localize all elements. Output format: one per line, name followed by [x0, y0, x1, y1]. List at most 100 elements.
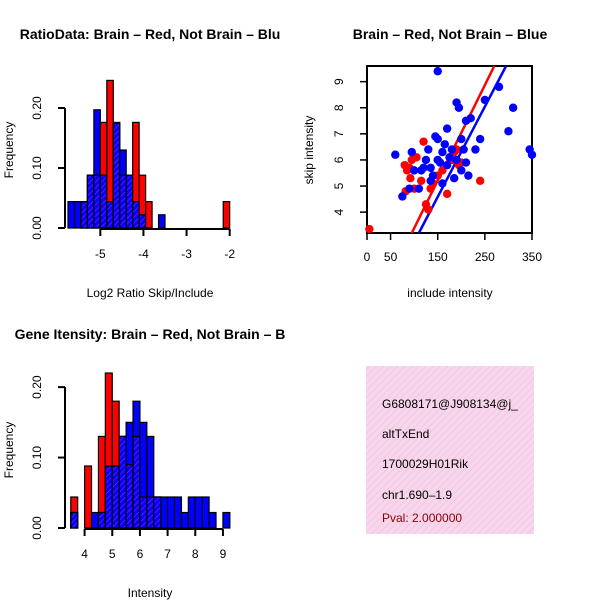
scatter-y-tick-label: 7 — [332, 130, 346, 137]
scatter-point-not-brain — [391, 150, 400, 159]
intensity-bar-not-brain — [173, 496, 183, 529]
scatter-point-not-brain — [459, 145, 468, 154]
scatter-point-not-brain — [433, 155, 442, 165]
ratio-bar-brain — [145, 201, 153, 229]
scatter-point-not-brain — [398, 192, 407, 201]
scatter-point-not-brain — [442, 124, 452, 133]
intensity-y-tick-label: 0.20 — [30, 375, 44, 399]
info-gene-name: 1700029H01Rik — [382, 457, 469, 471]
ratio-y-tick-label: 0.00 — [30, 216, 44, 240]
scatter-title: Brain – Red, Not Brain – Blue — [353, 26, 548, 42]
ratio-bar-overlap — [112, 122, 121, 229]
scatter-x-tick-label: 0 — [364, 250, 371, 264]
ratio-histogram-title: RatioData: Brain – Red, Not Brain – Blu — [20, 26, 281, 42]
scatter-point-not-brain — [494, 82, 504, 92]
ratio-y-tick-label: 0.10 — [30, 156, 44, 180]
scatter-y-tick-label: 4 — [332, 208, 346, 215]
intensity-histogram-xlabel: Intensity — [128, 586, 173, 600]
intensity-bar-overlap — [111, 465, 120, 529]
ratio-x-tick-label: -2 — [224, 247, 235, 261]
scatter-point-not-brain — [464, 171, 473, 180]
intensity-x-tick-label: 6 — [137, 547, 144, 561]
ratio-histogram-ylabel: Frequency — [2, 122, 16, 179]
scatter-point-not-brain — [452, 155, 461, 165]
ratio-bar-not-brain — [157, 214, 166, 229]
intensity-bar-not-brain — [201, 496, 210, 529]
intensity-bar-not-brain — [160, 496, 169, 529]
scatter-y-tick-label: 6 — [332, 156, 346, 163]
intensity-bar-not-brain — [222, 511, 231, 529]
intensity-bar-brain — [83, 465, 93, 529]
scatter-point-not-brain — [438, 179, 447, 188]
intensity-bar-overlap — [118, 435, 127, 529]
scatter-point-brain — [424, 205, 433, 214]
intensity-bar-not-brain — [194, 496, 203, 529]
scatter-point-brain — [442, 189, 452, 199]
intensity-bar-not-brain — [208, 511, 217, 529]
scatter-y-tick-label: 5 — [332, 182, 346, 189]
scatter-panel: Brain – Red, Not Brain – Blue include in… — [302, 26, 547, 300]
intensity-histogram-ylabel: Frequency — [2, 422, 16, 479]
info-event-type: altTxEnd — [382, 427, 429, 441]
scatter-point-not-brain — [447, 145, 457, 154]
intensity-bar-overlap — [70, 511, 79, 529]
scatter-point-not-brain — [471, 145, 480, 154]
scatter-x-tick-label: 350 — [522, 250, 542, 264]
scatter-point-not-brain — [409, 166, 419, 175]
ratio-histogram-bars — [67, 79, 231, 229]
ratio-bar-brain — [222, 201, 231, 229]
scatter-point-brain — [406, 174, 415, 183]
intensity-bar-not-brain — [90, 511, 100, 529]
scatter-xlabel: include intensity — [407, 286, 492, 300]
scatter-point-not-brain — [461, 158, 471, 167]
scatter-y-tick-label: 9 — [332, 78, 346, 85]
scatter-points — [365, 67, 537, 234]
scatter-point-not-brain — [450, 174, 459, 183]
intensity-bar-overlap — [153, 496, 162, 529]
ratio-bar-overlap — [99, 174, 108, 229]
scatter-x-tick-label: 250 — [475, 250, 495, 264]
intensity-histogram-title: Gene Itensity: Brain – Red, Not Brain – … — [15, 326, 286, 342]
scatter-point-not-brain — [438, 147, 447, 157]
scatter-point-not-brain — [426, 163, 435, 172]
ratio-bar-overlap — [106, 201, 114, 229]
intensity-bar-overlap — [139, 496, 148, 529]
scatter-point-not-brain — [442, 160, 452, 170]
ratio-x-tick-label: -3 — [181, 247, 192, 261]
scatter-point-not-brain — [480, 95, 490, 105]
ratio-bar-overlap — [80, 201, 89, 229]
intensity-y-tick-label: 0.00 — [30, 516, 44, 540]
ratio-x-tick-label: -4 — [138, 247, 149, 261]
scatter-y-tick-label: 8 — [332, 104, 346, 111]
ratio-histogram-xlabel: Log2 Ratio Skip/Include — [87, 286, 214, 300]
intensity-histogram-panel: Gene Itensity: Brain – Red, Not Brain – … — [2, 326, 285, 600]
scatter-point-not-brain — [426, 176, 435, 186]
scatter-point-not-brain — [407, 147, 416, 157]
scatter-point-not-brain — [454, 103, 464, 112]
scatter-point-brain — [365, 224, 374, 234]
scatter-point-not-brain — [527, 150, 537, 159]
scatter-point-not-brain — [466, 113, 475, 123]
intensity-x-tick-label: 9 — [220, 547, 227, 561]
ratio-bar-overlap — [125, 174, 134, 229]
intensity-x-tick-label: 5 — [109, 547, 116, 561]
scatter-point-not-brain — [405, 184, 414, 193]
intensity-bar-overlap — [104, 465, 113, 529]
intensity-bar-overlap — [97, 511, 106, 529]
intensity-bar-overlap — [125, 464, 134, 529]
scatter-ylabel: skip intensity — [302, 116, 316, 185]
ratio-bar-not-brain — [67, 201, 76, 229]
scatter-x-tick-label: 50 — [384, 250, 398, 264]
ratio-histogram-panel: RatioData: Brain – Red, Not Brain – Blu … — [2, 26, 280, 300]
scatter-point-not-brain — [433, 67, 442, 76]
intensity-x-tick-label: 8 — [192, 547, 199, 561]
info-panel-background — [366, 366, 534, 534]
info-event-id: G6808171@J908134@j_ — [382, 397, 518, 411]
scatter-point-brain — [475, 176, 485, 186]
intensity-x-tick-label: 4 — [81, 547, 88, 561]
scatter-axes: 0 50 150 250 350 4 5 6 7 8 9 — [332, 78, 542, 264]
info-pval: Pval: 2.000000 — [382, 511, 462, 525]
intensity-bar-not-brain — [187, 496, 196, 529]
scatter-point-not-brain — [457, 166, 466, 175]
